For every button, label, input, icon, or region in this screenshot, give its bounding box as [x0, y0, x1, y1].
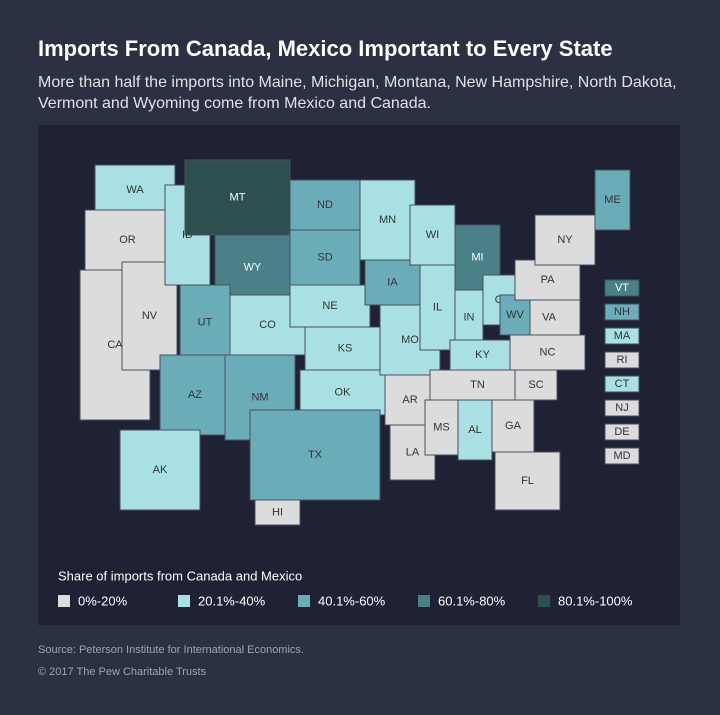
legend: 0%-20% 20.1%-40% 40.1%-60% 60.1%-80% 80.1%-1…	[58, 593, 633, 608]
state	[249, 409, 381, 501]
state	[424, 399, 459, 456]
state-label: MN	[379, 214, 396, 226]
state-label: KS	[338, 342, 353, 354]
state-label: OR	[119, 234, 136, 246]
subtitle: More than half the imports into Maine, M…	[38, 74, 677, 91]
state-label: WV	[506, 309, 524, 321]
state	[604, 303, 640, 321]
state	[254, 499, 301, 526]
state-label: MI	[471, 251, 483, 263]
state-label: AK	[153, 464, 168, 476]
state-label: ND	[317, 199, 333, 211]
state	[494, 451, 561, 511]
state-label: AZ	[188, 389, 202, 401]
legend-label: 80.1%-100%	[558, 593, 633, 608]
state-label: WA	[126, 184, 144, 196]
state-label: GA	[505, 420, 522, 432]
legend-label: 0%-20%	[78, 593, 128, 608]
state-label: TN	[470, 379, 485, 391]
legend-title: Share of imports from Canada and Mexico	[58, 568, 302, 583]
state-label: RI	[617, 354, 628, 366]
state-label: IL	[433, 301, 442, 313]
state-label: SD	[317, 251, 332, 263]
title: Imports From Canada, Mexico Important to…	[38, 36, 613, 61]
state-label: VA	[542, 311, 557, 323]
subtitle: Vermont and Wyoming come from Mexico and…	[38, 95, 431, 112]
state-label: AL	[468, 424, 481, 436]
legend-label: 20.1%-40%	[198, 593, 266, 608]
state-label: NH	[614, 306, 630, 318]
state-label: WY	[244, 261, 262, 273]
state-label: OK	[335, 386, 352, 398]
state-label: UT	[198, 316, 213, 328]
state	[604, 351, 640, 369]
state	[409, 204, 456, 266]
state	[184, 159, 291, 236]
state	[499, 294, 531, 336]
state	[604, 447, 640, 465]
legend-swatch	[418, 595, 430, 607]
state	[159, 354, 231, 436]
state-label: PA	[541, 274, 556, 286]
state	[304, 326, 386, 371]
copyright: © 2017 The Pew Charitable Trusts	[38, 666, 207, 678]
states: WAORCANVIDMTWYUTAZCONMNDSDNEKSOKTXMNIAMO…	[79, 159, 640, 526]
state-label: NM	[251, 391, 268, 403]
state-label: MS	[433, 421, 450, 433]
source: Source: Peterson Institute for Internati…	[38, 644, 304, 656]
state-label: FL	[521, 475, 534, 487]
state-label: CT	[615, 378, 630, 390]
state	[299, 369, 386, 416]
state	[604, 375, 640, 393]
state	[491, 399, 535, 453]
legend-label: 60.1%-80%	[438, 593, 506, 608]
state-label: NE	[322, 300, 337, 312]
state-label: WI	[426, 229, 439, 241]
legend-label: 40.1%-60%	[318, 593, 386, 608]
state-label: KY	[475, 349, 490, 361]
state	[594, 169, 631, 231]
state	[457, 399, 493, 461]
state-label: IA	[387, 276, 398, 288]
state	[289, 229, 361, 286]
state	[604, 423, 640, 441]
state-label: LA	[406, 446, 420, 458]
state-label: IN	[464, 311, 475, 323]
state-label: NY	[557, 234, 573, 246]
state-label: NJ	[615, 402, 628, 414]
state	[364, 259, 421, 306]
state	[509, 334, 586, 371]
state	[454, 289, 484, 346]
state-label: MO	[401, 334, 419, 346]
state	[514, 369, 558, 401]
legend-swatch	[538, 595, 550, 607]
state	[119, 429, 201, 511]
legend-swatch	[298, 595, 310, 607]
state-label: MD	[613, 450, 630, 462]
state-label: NV	[142, 310, 158, 322]
state-label: CA	[107, 339, 123, 351]
state-label: ME	[604, 194, 621, 206]
legend-swatch	[58, 595, 70, 607]
state	[429, 369, 526, 401]
state-label: MT	[230, 191, 246, 203]
state-label: NC	[540, 346, 556, 358]
state	[604, 399, 640, 417]
state	[289, 284, 371, 328]
state	[289, 179, 361, 231]
legend-swatch	[178, 595, 190, 607]
state	[534, 214, 596, 266]
state	[604, 279, 640, 297]
state-label: SC	[528, 379, 543, 391]
state-label: HI	[272, 506, 283, 518]
state-label: AR	[402, 394, 417, 406]
state	[514, 259, 581, 301]
state-label: MA	[614, 330, 631, 342]
state	[604, 327, 640, 345]
state-label: CO	[259, 319, 276, 331]
state-label: TX	[308, 449, 323, 461]
state-label: DE	[614, 426, 629, 438]
state-label: VT	[615, 282, 629, 294]
